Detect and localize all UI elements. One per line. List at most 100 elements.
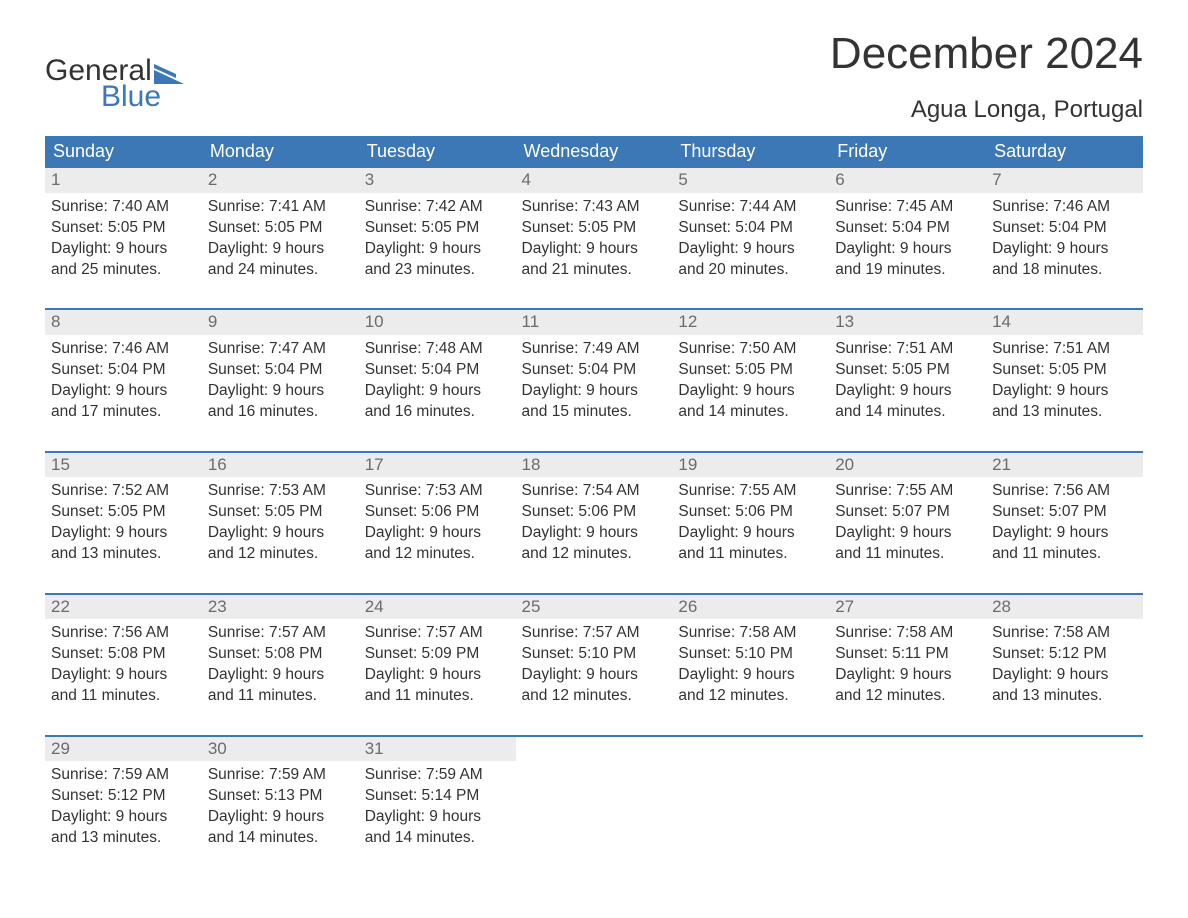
daylight-line-1: Daylight: 9 hours bbox=[208, 523, 353, 544]
daylight-line-1: Daylight: 9 hours bbox=[51, 807, 196, 828]
day-number-cell: 24 bbox=[359, 595, 516, 619]
sunrise-line: Sunrise: 7:46 AM bbox=[51, 339, 196, 360]
daylight-line-2: and 13 minutes. bbox=[992, 686, 1137, 707]
sunset-line: Sunset: 5:10 PM bbox=[678, 644, 823, 665]
sunset-line: Sunset: 5:05 PM bbox=[522, 218, 667, 239]
daylight-line-2: and 11 minutes. bbox=[51, 686, 196, 707]
day-info-cell: Sunrise: 7:46 AMSunset: 5:04 PMDaylight:… bbox=[986, 193, 1143, 310]
day-number-cell: 13 bbox=[829, 310, 986, 334]
sunrise-line: Sunrise: 7:57 AM bbox=[365, 623, 510, 644]
day-info-row: Sunrise: 7:59 AMSunset: 5:12 PMDaylight:… bbox=[45, 761, 1143, 877]
day-header: Saturday bbox=[986, 136, 1143, 168]
sunrise-line: Sunrise: 7:42 AM bbox=[365, 197, 510, 218]
sunset-line: Sunset: 5:04 PM bbox=[51, 360, 196, 381]
day-number-cell: 27 bbox=[829, 595, 986, 619]
daylight-line-1: Daylight: 9 hours bbox=[522, 523, 667, 544]
day-number-cell: 2 bbox=[202, 168, 359, 192]
day-info-cell: Sunrise: 7:47 AMSunset: 5:04 PMDaylight:… bbox=[202, 335, 359, 452]
daylight-line-2: and 12 minutes. bbox=[365, 544, 510, 565]
day-info-cell bbox=[829, 761, 986, 877]
daylight-line-2: and 12 minutes. bbox=[208, 544, 353, 565]
day-info-cell: Sunrise: 7:58 AMSunset: 5:12 PMDaylight:… bbox=[986, 619, 1143, 736]
daylight-line-1: Daylight: 9 hours bbox=[522, 665, 667, 686]
daylight-line-1: Daylight: 9 hours bbox=[835, 381, 980, 402]
daylight-line-2: and 15 minutes. bbox=[522, 402, 667, 423]
sunrise-line: Sunrise: 7:52 AM bbox=[51, 481, 196, 502]
sunset-line: Sunset: 5:04 PM bbox=[365, 360, 510, 381]
daylight-line-2: and 14 minutes. bbox=[678, 402, 823, 423]
day-info-cell: Sunrise: 7:41 AMSunset: 5:05 PMDaylight:… bbox=[202, 193, 359, 310]
sunrise-line: Sunrise: 7:56 AM bbox=[51, 623, 196, 644]
sunset-line: Sunset: 5:07 PM bbox=[835, 502, 980, 523]
daylight-line-1: Daylight: 9 hours bbox=[208, 239, 353, 260]
sunrise-line: Sunrise: 7:56 AM bbox=[992, 481, 1137, 502]
daylight-line-1: Daylight: 9 hours bbox=[51, 665, 196, 686]
day-number-cell: 14 bbox=[986, 310, 1143, 334]
sunrise-line: Sunrise: 7:59 AM bbox=[208, 765, 353, 786]
daylight-line-1: Daylight: 9 hours bbox=[678, 239, 823, 260]
sunset-line: Sunset: 5:05 PM bbox=[678, 360, 823, 381]
title-block: December 2024 Agua Longa, Portugal bbox=[830, 30, 1143, 130]
daylight-line-1: Daylight: 9 hours bbox=[51, 523, 196, 544]
daylight-line-1: Daylight: 9 hours bbox=[992, 239, 1137, 260]
sunrise-line: Sunrise: 7:45 AM bbox=[835, 197, 980, 218]
day-number-cell: 11 bbox=[516, 310, 673, 334]
day-number-cell: 9 bbox=[202, 310, 359, 334]
day-number-cell: 23 bbox=[202, 595, 359, 619]
daylight-line-1: Daylight: 9 hours bbox=[835, 665, 980, 686]
day-header: Friday bbox=[829, 136, 986, 168]
sunset-line: Sunset: 5:05 PM bbox=[992, 360, 1137, 381]
day-header: Thursday bbox=[672, 136, 829, 168]
sunrise-line: Sunrise: 7:57 AM bbox=[208, 623, 353, 644]
day-number-cell bbox=[829, 737, 986, 761]
day-info-cell: Sunrise: 7:49 AMSunset: 5:04 PMDaylight:… bbox=[516, 335, 673, 452]
day-info-cell: Sunrise: 7:52 AMSunset: 5:05 PMDaylight:… bbox=[45, 477, 202, 594]
day-number-cell bbox=[516, 737, 673, 761]
daylight-line-2: and 14 minutes. bbox=[835, 402, 980, 423]
day-number-cell: 1 bbox=[45, 168, 202, 192]
daylight-line-2: and 21 minutes. bbox=[522, 260, 667, 281]
daylight-line-2: and 11 minutes. bbox=[365, 686, 510, 707]
sunset-line: Sunset: 5:11 PM bbox=[835, 644, 980, 665]
day-number-cell: 7 bbox=[986, 168, 1143, 192]
day-number-cell bbox=[672, 737, 829, 761]
day-info-cell: Sunrise: 7:42 AMSunset: 5:05 PMDaylight:… bbox=[359, 193, 516, 310]
day-number-cell: 12 bbox=[672, 310, 829, 334]
daylight-line-1: Daylight: 9 hours bbox=[678, 523, 823, 544]
sunset-line: Sunset: 5:08 PM bbox=[208, 644, 353, 665]
day-info-cell: Sunrise: 7:50 AMSunset: 5:05 PMDaylight:… bbox=[672, 335, 829, 452]
daylight-line-2: and 18 minutes. bbox=[992, 260, 1137, 281]
sunrise-line: Sunrise: 7:41 AM bbox=[208, 197, 353, 218]
daylight-line-1: Daylight: 9 hours bbox=[992, 381, 1137, 402]
day-info-cell: Sunrise: 7:48 AMSunset: 5:04 PMDaylight:… bbox=[359, 335, 516, 452]
logo: General Blue bbox=[45, 30, 184, 112]
daylight-line-2: and 11 minutes. bbox=[678, 544, 823, 565]
day-header: Wednesday bbox=[516, 136, 673, 168]
daylight-line-2: and 16 minutes. bbox=[365, 402, 510, 423]
daylight-line-2: and 12 minutes. bbox=[522, 544, 667, 565]
day-info-cell: Sunrise: 7:59 AMSunset: 5:14 PMDaylight:… bbox=[359, 761, 516, 877]
daylight-line-2: and 23 minutes. bbox=[365, 260, 510, 281]
sunrise-line: Sunrise: 7:53 AM bbox=[365, 481, 510, 502]
day-info-cell: Sunrise: 7:58 AMSunset: 5:10 PMDaylight:… bbox=[672, 619, 829, 736]
daylight-line-2: and 11 minutes. bbox=[835, 544, 980, 565]
day-info-row: Sunrise: 7:56 AMSunset: 5:08 PMDaylight:… bbox=[45, 619, 1143, 736]
sunrise-line: Sunrise: 7:55 AM bbox=[835, 481, 980, 502]
day-number-cell: 21 bbox=[986, 453, 1143, 477]
day-info-cell: Sunrise: 7:46 AMSunset: 5:04 PMDaylight:… bbox=[45, 335, 202, 452]
sunset-line: Sunset: 5:06 PM bbox=[522, 502, 667, 523]
day-number-cell: 25 bbox=[516, 595, 673, 619]
day-info-cell: Sunrise: 7:45 AMSunset: 5:04 PMDaylight:… bbox=[829, 193, 986, 310]
daylight-line-1: Daylight: 9 hours bbox=[51, 381, 196, 402]
day-info-cell: Sunrise: 7:57 AMSunset: 5:09 PMDaylight:… bbox=[359, 619, 516, 736]
daylight-line-1: Daylight: 9 hours bbox=[208, 665, 353, 686]
day-number-row: 293031 bbox=[45, 737, 1143, 761]
daylight-line-1: Daylight: 9 hours bbox=[208, 807, 353, 828]
day-info-cell: Sunrise: 7:56 AMSunset: 5:08 PMDaylight:… bbox=[45, 619, 202, 736]
day-info-cell: Sunrise: 7:40 AMSunset: 5:05 PMDaylight:… bbox=[45, 193, 202, 310]
sunset-line: Sunset: 5:07 PM bbox=[992, 502, 1137, 523]
daylight-line-2: and 14 minutes. bbox=[208, 828, 353, 849]
day-number-cell: 4 bbox=[516, 168, 673, 192]
day-info-cell: Sunrise: 7:57 AMSunset: 5:08 PMDaylight:… bbox=[202, 619, 359, 736]
day-info-cell: Sunrise: 7:56 AMSunset: 5:07 PMDaylight:… bbox=[986, 477, 1143, 594]
